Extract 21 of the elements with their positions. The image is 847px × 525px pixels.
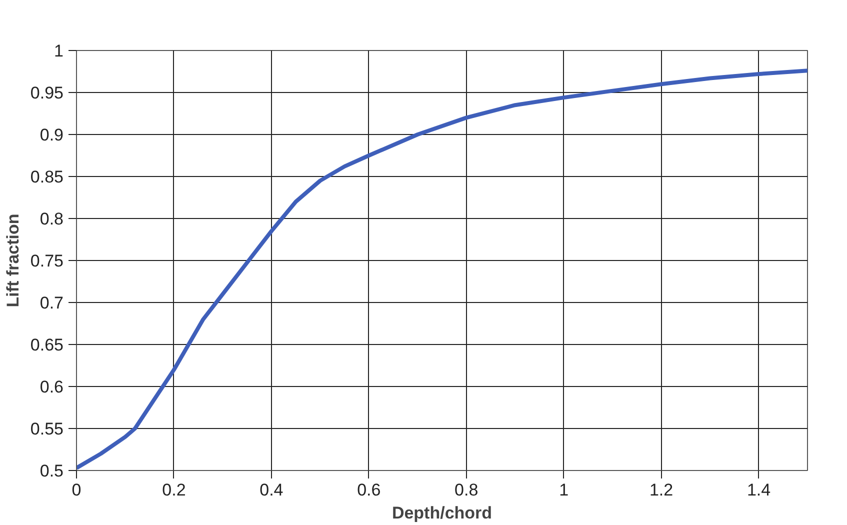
y-tick-label: 0.95 bbox=[30, 84, 64, 102]
x-tick-label: 0.4 bbox=[260, 480, 284, 500]
x-tick-label: 0.2 bbox=[162, 480, 186, 500]
y-tick-label: 0.9 bbox=[40, 126, 64, 144]
x-tick-label: 0.8 bbox=[454, 480, 478, 500]
y-tick-label: 0.55 bbox=[30, 420, 64, 438]
y-tick-label: 0.75 bbox=[30, 252, 64, 270]
y-tick-label: 0.8 bbox=[40, 210, 64, 228]
y-tick-label: 0.5 bbox=[40, 462, 64, 480]
x-tick-label: 0 bbox=[72, 480, 82, 500]
y-axis-title: Lift fraction bbox=[3, 214, 22, 308]
x-tick-label: 0.6 bbox=[357, 480, 381, 500]
x-tick-label: 1.2 bbox=[649, 480, 674, 500]
y-tick-label: 0.7 bbox=[40, 294, 64, 312]
y-tick-label: 0.65 bbox=[30, 336, 64, 354]
x-axis-title: Depth/chord bbox=[392, 504, 492, 522]
y-tick-label: 1 bbox=[54, 42, 64, 60]
y-tick-label: 0.6 bbox=[40, 378, 64, 396]
x-tick-label: 1 bbox=[559, 480, 569, 500]
x-tick-label: 1.4 bbox=[746, 480, 771, 500]
y-tick-label: 0.85 bbox=[30, 168, 64, 186]
